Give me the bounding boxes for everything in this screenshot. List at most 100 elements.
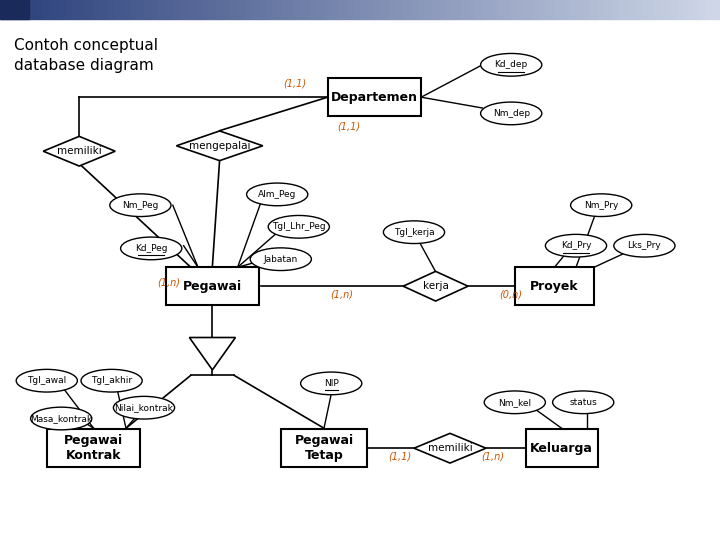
Bar	[328, 78, 421, 116]
Bar	[490, 0, 497, 19]
Bar	[533, 0, 540, 19]
Bar	[612, 0, 619, 19]
Ellipse shape	[17, 369, 78, 392]
Bar	[22, 0, 29, 19]
Ellipse shape	[553, 391, 614, 414]
Text: Nm_Pry: Nm_Pry	[584, 201, 618, 210]
Polygon shape	[43, 137, 115, 166]
Bar	[238, 0, 245, 19]
Text: Contoh conceptual
database diagram: Contoh conceptual database diagram	[14, 38, 158, 72]
Text: Proyek: Proyek	[530, 280, 579, 293]
Ellipse shape	[121, 237, 181, 260]
Ellipse shape	[301, 372, 362, 395]
Bar	[331, 0, 338, 19]
Bar	[677, 0, 684, 19]
Bar	[346, 0, 353, 19]
Bar	[281, 429, 367, 467]
Bar	[691, 0, 698, 19]
Bar	[634, 0, 641, 19]
Ellipse shape	[613, 234, 675, 257]
Polygon shape	[414, 433, 486, 463]
Bar	[713, 0, 720, 19]
Bar	[173, 0, 180, 19]
Text: (1,1): (1,1)	[388, 451, 411, 461]
Bar	[194, 0, 202, 19]
Text: NIP: NIP	[324, 379, 338, 388]
Bar	[137, 0, 144, 19]
Text: Pegawai
Tetap: Pegawai Tetap	[294, 434, 354, 462]
Text: (1,1): (1,1)	[284, 79, 307, 89]
Bar	[266, 0, 274, 19]
Bar	[461, 0, 468, 19]
Text: Tgl_akhir: Tgl_akhir	[91, 376, 132, 385]
Ellipse shape	[268, 215, 330, 238]
Bar	[86, 0, 94, 19]
Text: Nm_Peg: Nm_Peg	[122, 201, 158, 210]
Text: status: status	[570, 398, 597, 407]
Bar	[446, 0, 454, 19]
Bar	[590, 0, 598, 19]
Bar	[475, 0, 482, 19]
Bar	[374, 0, 382, 19]
Text: Kd_dep: Kd_dep	[495, 60, 528, 69]
Bar	[648, 0, 655, 19]
Bar	[641, 0, 648, 19]
Bar	[187, 0, 194, 19]
Ellipse shape	[570, 194, 632, 217]
Text: memiliki: memiliki	[428, 443, 472, 453]
Bar	[101, 0, 108, 19]
Bar	[317, 0, 324, 19]
Text: Kd_Peg: Kd_Peg	[135, 244, 168, 253]
Bar	[403, 0, 410, 19]
Bar	[216, 0, 223, 19]
Bar	[130, 0, 137, 19]
Bar	[619, 0, 626, 19]
Text: Tgl_Lhr_Peg: Tgl_Lhr_Peg	[272, 222, 325, 231]
Text: (1,1): (1,1)	[338, 122, 361, 132]
Bar	[576, 0, 583, 19]
Bar	[65, 0, 72, 19]
Bar	[324, 0, 331, 19]
Bar	[302, 0, 310, 19]
Bar	[94, 0, 101, 19]
Bar	[511, 0, 518, 19]
Ellipse shape	[30, 407, 92, 430]
Bar	[338, 0, 346, 19]
Bar	[202, 0, 209, 19]
Bar	[166, 0, 173, 19]
Bar	[468, 0, 475, 19]
Polygon shape	[403, 271, 468, 301]
Bar	[180, 0, 187, 19]
Bar	[515, 267, 594, 305]
Bar	[547, 0, 554, 19]
Text: Nilai_kontrak: Nilai_kontrak	[114, 403, 174, 412]
Bar	[360, 0, 367, 19]
Ellipse shape	[481, 102, 541, 125]
Bar	[281, 0, 288, 19]
Bar	[158, 0, 166, 19]
Ellipse shape	[246, 183, 308, 206]
Bar	[0, 0, 29, 19]
Ellipse shape	[251, 248, 312, 271]
Ellipse shape	[546, 234, 606, 257]
Text: memiliki: memiliki	[57, 146, 102, 156]
Ellipse shape	[110, 194, 171, 217]
Bar	[540, 0, 547, 19]
Bar	[518, 0, 526, 19]
Bar	[230, 0, 238, 19]
Bar	[655, 0, 662, 19]
Bar	[410, 0, 418, 19]
Text: Nm_kel: Nm_kel	[498, 398, 531, 407]
Bar	[626, 0, 634, 19]
Bar	[439, 0, 446, 19]
Bar	[72, 0, 79, 19]
Bar	[389, 0, 396, 19]
Bar	[245, 0, 252, 19]
Text: Pegawai
Kontrak: Pegawai Kontrak	[64, 434, 123, 462]
Ellipse shape	[383, 221, 444, 244]
Bar	[396, 0, 403, 19]
Bar	[418, 0, 425, 19]
Text: Jabatan: Jabatan	[264, 255, 298, 264]
Polygon shape	[176, 131, 263, 160]
Bar	[482, 0, 490, 19]
